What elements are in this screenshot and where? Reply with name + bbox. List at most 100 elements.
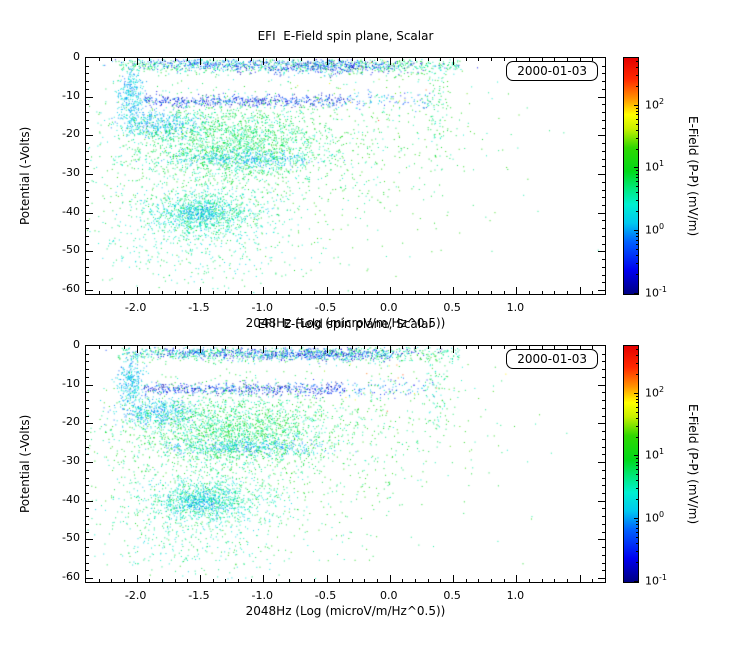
x-tick-mark: [440, 291, 441, 294]
y-tick-mark: [86, 385, 93, 386]
y-tick-mark: [602, 282, 605, 283]
x-tick-mark: [187, 291, 188, 294]
y-axis-label: Potential (-Volts): [18, 414, 32, 514]
y-tick-mark: [86, 213, 93, 214]
y-tick-mark: [86, 128, 89, 129]
x-tick-mark: [453, 346, 454, 353]
x-tick-mark: [491, 291, 492, 294]
y-tick-mark: [602, 128, 605, 129]
y-tick-mark: [86, 501, 93, 502]
x-tick-mark: [149, 579, 150, 582]
x-tick-mark: [137, 575, 138, 582]
colorbar-minor-tick-mark: [636, 543, 639, 544]
x-tick-mark: [428, 291, 429, 294]
x-tick-mark: [111, 58, 112, 61]
x-tick-mark: [529, 58, 530, 61]
scatter-points-canvas: [86, 346, 605, 582]
x-tick-mark: [213, 579, 214, 582]
y-tick-mark: [86, 275, 89, 276]
x-tick-mark: [200, 575, 201, 582]
y-tick-mark: [598, 578, 605, 579]
colorbar-minor-tick-mark: [636, 236, 639, 237]
colorbar-minor-tick-mark: [636, 537, 639, 538]
x-tick-mark: [377, 579, 378, 582]
x-tick-mark: [580, 287, 581, 294]
colorbar-minor-tick-mark: [636, 551, 639, 552]
colorbar-minor-tick-mark: [636, 399, 639, 400]
colorbar-minor-tick-mark: [636, 192, 639, 193]
colorbar-minor-tick-mark: [636, 67, 639, 68]
colorbar-tick-mark: [634, 293, 639, 294]
colorbar-minor-tick-mark: [636, 521, 639, 522]
colorbar-minor-tick-mark: [636, 249, 639, 250]
x-tick-mark: [213, 291, 214, 294]
colorbar-minor-tick-mark: [636, 402, 639, 403]
y-tick-mark: [86, 89, 89, 90]
y-tick-mark: [86, 547, 89, 548]
y-tick-mark: [602, 485, 605, 486]
y-tick-mark: [602, 143, 605, 144]
x-tick-mark: [567, 58, 568, 61]
colorbar-minor-tick-mark: [636, 426, 639, 427]
x-tick-mark: [200, 346, 201, 353]
colorbar-minor-tick-mark: [636, 396, 639, 397]
x-tick-mark: [415, 291, 416, 294]
y-tick-mark: [602, 431, 605, 432]
x-tick-mark: [542, 346, 543, 349]
x-tick-mark: [111, 579, 112, 582]
x-tick-mark: [402, 346, 403, 349]
y-tick-mark: [86, 392, 89, 393]
x-tick-mark: [314, 579, 315, 582]
y-tick-label: 0: [73, 50, 80, 63]
x-axis-label: 2048Hz (Log (microV/m/Hz^0.5)): [245, 604, 446, 618]
x-tick-mark: [327, 346, 328, 353]
x-tick-label: -1.0: [251, 589, 273, 602]
x-tick-mark: [175, 58, 176, 61]
colorbar-minor-tick-mark: [636, 465, 639, 466]
y-tick-mark: [602, 377, 605, 378]
x-tick-mark: [263, 346, 264, 353]
y-tick-mark: [86, 539, 93, 540]
y-tick-mark: [602, 259, 605, 260]
x-tick-mark: [289, 346, 290, 349]
y-tick-mark: [86, 259, 89, 260]
x-tick-mark: [251, 291, 252, 294]
plot-title: EFI E-Field spin plane, Scalar: [257, 317, 434, 331]
x-tick-label: -1.0: [251, 301, 273, 314]
x-tick-mark: [491, 58, 492, 61]
colorbar-minor-tick-mark: [636, 86, 639, 87]
x-tick-mark: [377, 58, 378, 61]
colorbar-tick-label: 100: [645, 222, 665, 237]
x-tick-mark: [542, 291, 543, 294]
colorbar-tick-label: 101: [645, 159, 665, 174]
x-tick-mark: [466, 291, 467, 294]
y-tick-mark: [86, 66, 89, 67]
colorbar-minor-tick-mark: [636, 119, 639, 120]
x-tick-mark: [225, 579, 226, 582]
x-tick-mark: [364, 346, 365, 349]
y-tick-mark: [86, 104, 89, 105]
y-tick-mark: [86, 236, 89, 237]
y-tick-label: -50: [62, 243, 80, 257]
colorbar-tick-mark: [634, 105, 639, 106]
scatter-panel-bottom: EFI E-Field spin plane, Scalar Potential…: [0, 288, 730, 618]
y-tick-mark: [86, 493, 89, 494]
y-tick-mark: [598, 290, 605, 291]
y-tick-mark: [86, 532, 89, 533]
x-tick-mark: [390, 58, 391, 65]
x-tick-mark: [175, 346, 176, 349]
x-tick-mark: [251, 346, 252, 349]
x-tick-mark: [453, 58, 454, 65]
x-tick-mark: [124, 346, 125, 349]
y-tick-mark: [598, 423, 605, 424]
y-tick-mark: [86, 81, 89, 82]
colorbar-minor-tick-mark: [636, 462, 639, 463]
y-tick-mark: [86, 570, 89, 571]
y-tick-label: -40: [62, 492, 80, 506]
x-tick-mark: [99, 579, 100, 582]
y-tick-mark: [602, 182, 605, 183]
x-tick-mark: [592, 346, 593, 349]
x-tick-mark: [478, 58, 479, 61]
y-tick-mark: [602, 563, 605, 564]
y-tick-mark: [86, 159, 89, 160]
